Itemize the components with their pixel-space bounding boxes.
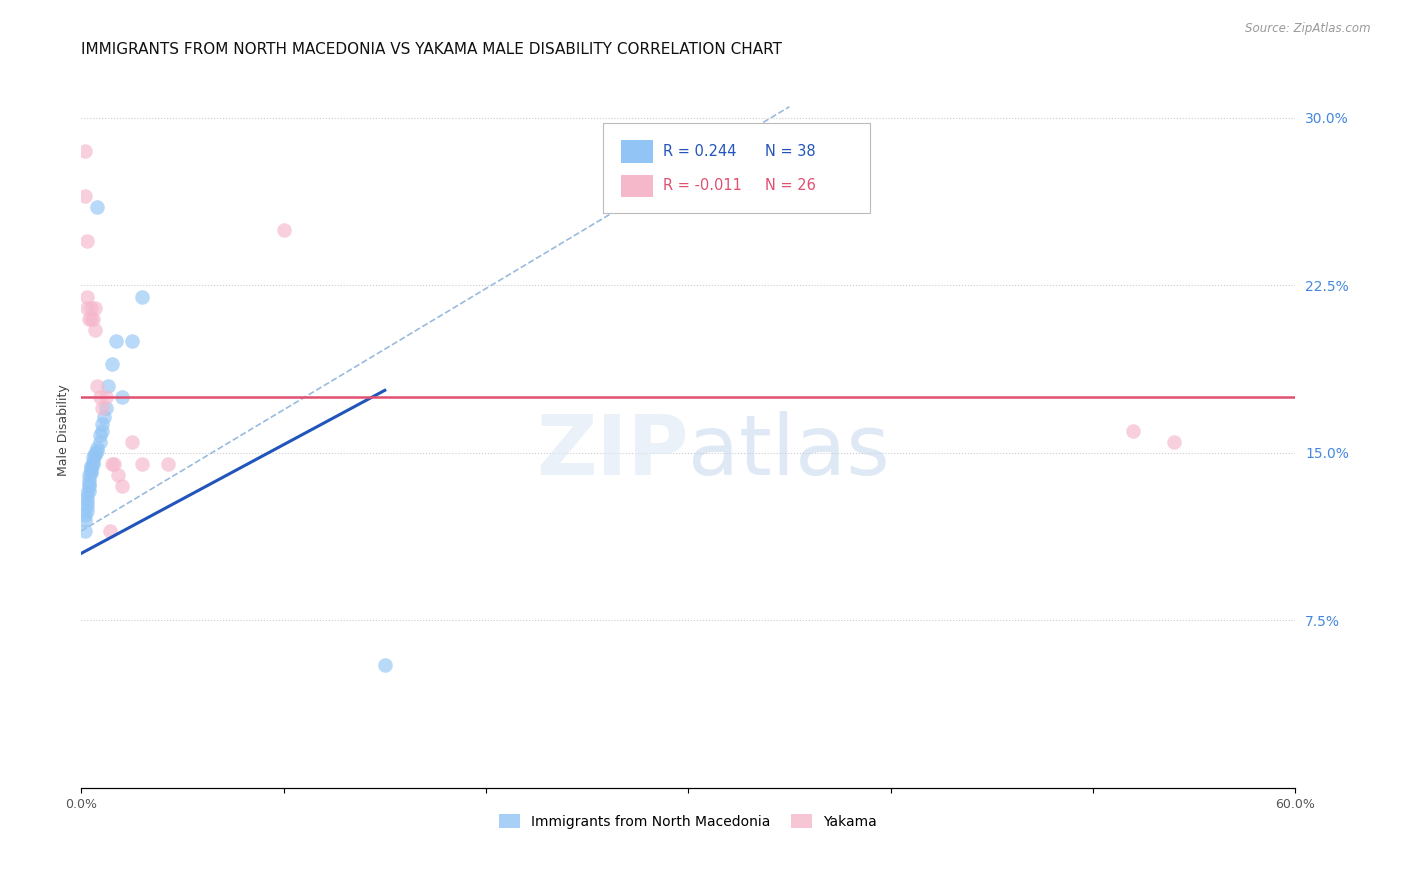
Point bbox=[131, 457, 153, 471]
FancyBboxPatch shape bbox=[603, 123, 870, 212]
Point bbox=[89, 434, 111, 449]
Point bbox=[131, 289, 153, 303]
Point bbox=[94, 401, 117, 416]
Text: IMMIGRANTS FROM NORTH MACEDONIA VS YAKAMA MALE DISABILITY CORRELATION CHART: IMMIGRANTS FROM NORTH MACEDONIA VS YAKAM… bbox=[82, 42, 782, 57]
Point bbox=[104, 334, 127, 348]
Point bbox=[79, 473, 101, 487]
Point bbox=[79, 483, 101, 498]
Point bbox=[90, 401, 112, 416]
Text: Source: ZipAtlas.com: Source: ZipAtlas.com bbox=[1246, 22, 1371, 36]
Point bbox=[80, 301, 103, 315]
Point bbox=[107, 468, 129, 483]
Point bbox=[86, 443, 108, 458]
Point bbox=[76, 504, 98, 518]
Point bbox=[94, 390, 117, 404]
Point bbox=[86, 200, 108, 214]
Point bbox=[79, 311, 101, 326]
Point bbox=[90, 424, 112, 438]
Point bbox=[86, 442, 108, 456]
Point bbox=[97, 379, 120, 393]
Point bbox=[1163, 434, 1185, 449]
Y-axis label: Male Disability: Male Disability bbox=[58, 384, 70, 476]
Point bbox=[90, 417, 112, 431]
Point bbox=[79, 479, 101, 493]
Point bbox=[79, 477, 101, 491]
Bar bbox=[621, 140, 652, 163]
Point bbox=[76, 500, 98, 514]
Point bbox=[80, 311, 103, 326]
Point bbox=[89, 428, 111, 442]
Point bbox=[75, 513, 97, 527]
Point bbox=[121, 434, 143, 449]
Point bbox=[374, 658, 396, 673]
Point bbox=[1122, 424, 1144, 438]
Text: N = 26: N = 26 bbox=[765, 178, 815, 194]
Point bbox=[80, 459, 103, 474]
Point bbox=[100, 457, 122, 471]
Point bbox=[82, 450, 104, 465]
Text: ZIP: ZIP bbox=[536, 411, 689, 492]
Point bbox=[76, 495, 98, 509]
Point bbox=[111, 479, 134, 493]
Point bbox=[75, 145, 97, 159]
Point bbox=[80, 461, 103, 475]
Point bbox=[89, 390, 111, 404]
Point bbox=[75, 189, 97, 203]
Point bbox=[76, 486, 98, 500]
Point bbox=[273, 222, 295, 236]
Point bbox=[84, 301, 107, 315]
Point bbox=[84, 448, 107, 462]
Text: R = 0.244: R = 0.244 bbox=[662, 144, 737, 159]
Legend: Immigrants from North Macedonia, Yakama: Immigrants from North Macedonia, Yakama bbox=[494, 808, 883, 835]
Point bbox=[76, 491, 98, 505]
Point bbox=[76, 289, 98, 303]
Text: N = 38: N = 38 bbox=[765, 144, 815, 159]
Point bbox=[100, 357, 122, 371]
Bar bbox=[621, 175, 652, 197]
Point bbox=[76, 301, 98, 315]
Point bbox=[157, 457, 180, 471]
Point bbox=[79, 468, 101, 483]
Text: atlas: atlas bbox=[689, 411, 890, 492]
Point bbox=[84, 323, 107, 337]
Point bbox=[86, 379, 108, 393]
Point bbox=[111, 390, 134, 404]
Point bbox=[84, 446, 107, 460]
Point bbox=[75, 508, 97, 523]
Point bbox=[121, 334, 143, 348]
Point bbox=[76, 234, 98, 248]
Point bbox=[103, 457, 125, 471]
Point bbox=[80, 466, 103, 480]
Point bbox=[82, 311, 104, 326]
Point bbox=[80, 464, 103, 478]
Point bbox=[82, 457, 104, 471]
Point bbox=[82, 455, 104, 469]
Point bbox=[93, 410, 115, 425]
Point bbox=[75, 524, 97, 538]
Text: R = -0.011: R = -0.011 bbox=[662, 178, 741, 194]
Point bbox=[98, 524, 121, 538]
